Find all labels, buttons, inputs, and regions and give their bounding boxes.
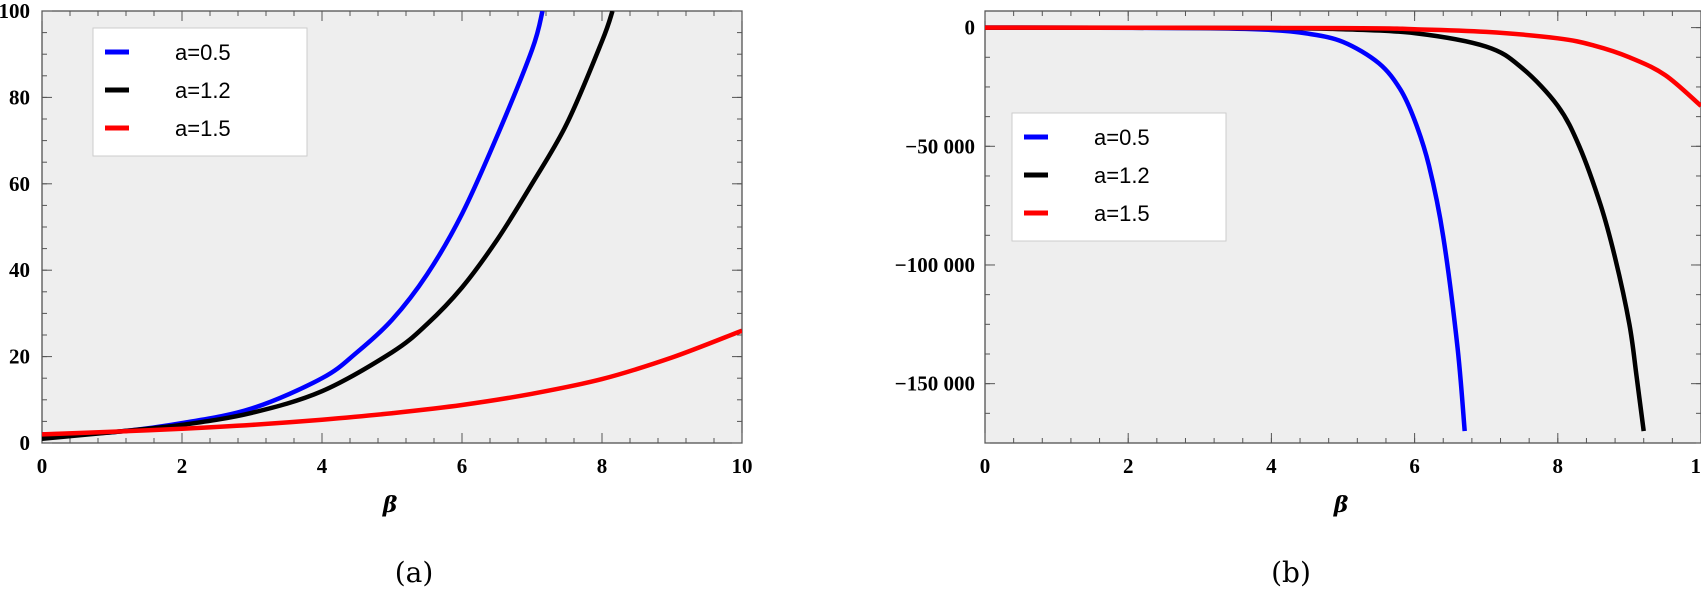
panel-caption: (a) (395, 556, 434, 589)
y-tick-label: −100 000 (895, 253, 975, 277)
x-tick-label: 0 (980, 454, 991, 478)
y-tick-label: −50 000 (905, 134, 975, 158)
x-tick-label: 4 (1266, 454, 1277, 478)
y-tick-label: 0 (20, 431, 31, 455)
x-tick-label: 4 (317, 454, 328, 478)
legend: a=0.5 a=1.2 a=1.5 (92, 27, 308, 157)
x-tick-label: 10 (732, 454, 753, 478)
series-line-a=1.5 (985, 25, 1701, 108)
x-tick-label: 10 (1691, 454, 1701, 478)
y-tick-label: 20 (9, 345, 30, 369)
chart-panel-b: 0 2 4 6 8 10 0 −50 000 −100 000 −150 000 a=0.5 a=1.… (895, 10, 1701, 589)
series-line-a=1.2 (42, 11, 615, 441)
legend-label: a=1.2 (1094, 163, 1150, 188)
y-tick-label: 40 (9, 258, 30, 282)
y-tick-label: −150 000 (895, 372, 975, 396)
legend-label: a=0.5 (1094, 125, 1150, 150)
x-tick-label: 0 (37, 454, 48, 478)
x-tick-label: 2 (1123, 454, 1134, 478)
panel-caption: (b) (1271, 556, 1311, 589)
y-tick-label: 60 (9, 172, 30, 196)
x-tick-label: 2 (177, 454, 188, 478)
x-axis-label: β (382, 492, 398, 518)
legend-label: a=1.5 (1094, 201, 1150, 226)
x-tick-label: 8 (597, 454, 608, 478)
y-tick-label: 80 (9, 85, 30, 109)
legend-label: a=1.2 (175, 78, 231, 103)
y-tick-label: 0 (965, 16, 976, 40)
y-tick-label: 100 (0, 0, 30, 23)
x-tick-label: 8 (1553, 454, 1564, 478)
series-line-a=1.5 (42, 328, 742, 437)
x-axis-label: β (1333, 492, 1349, 518)
legend-label: a=1.5 (175, 116, 231, 141)
x-tick-label: 6 (457, 454, 468, 478)
legend: a=0.5 a=1.2 a=1.5 (1011, 112, 1227, 242)
legend-label: a=0.5 (175, 40, 231, 65)
x-tick-label: 6 (1409, 454, 1420, 478)
